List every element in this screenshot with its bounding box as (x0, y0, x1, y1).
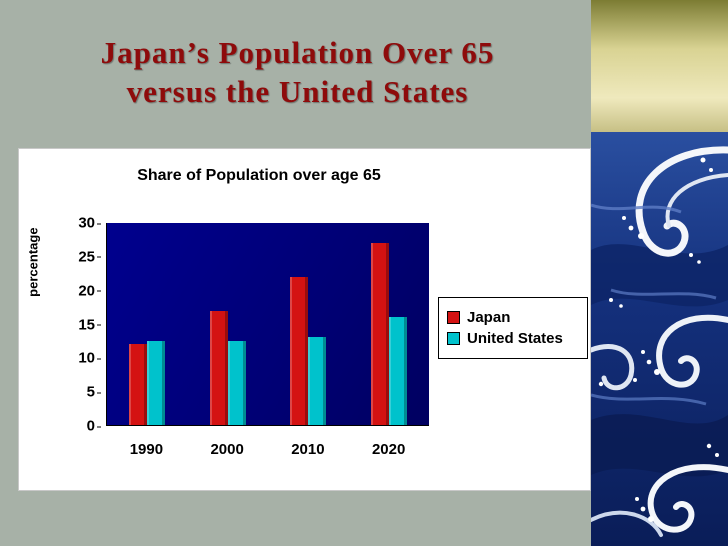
legend: Japan United States (438, 297, 588, 359)
legend-swatch-icon (447, 311, 460, 324)
legend-entry-japan: Japan (447, 309, 579, 326)
bar-japan-2000 (209, 310, 228, 425)
wave-artwork (591, 0, 728, 546)
chart-title: Share of Population over age 65 (137, 167, 381, 184)
chart: Share of Population over age 65 percenta… (18, 148, 591, 491)
legend-swatch-icon (447, 332, 460, 345)
y-tick-25: 25 (78, 248, 101, 266)
bar-group-2000 (209, 223, 246, 425)
title-line-2: versus the United States (126, 73, 469, 109)
legend-entry-united-states: United States (447, 330, 579, 347)
legend-label: United States (467, 330, 563, 347)
y-axis-label: percentage (25, 227, 41, 297)
bar-japan-1990 (129, 344, 148, 425)
title-line-1: Japan’s Population Over 65 (100, 35, 495, 70)
x-tick-2020: 2020 (371, 441, 406, 458)
x-tick-1990: 1990 (129, 441, 164, 458)
x-tick-2000: 2000 (210, 441, 244, 458)
x-tick-2010: 2010 (291, 441, 325, 458)
y-tick-5: 5 (86, 383, 102, 401)
page-title: Japan’s Population Over 65 versus the Un… (10, 34, 585, 112)
bar-group-1990 (129, 223, 166, 425)
bar-japan-2020 (370, 243, 389, 425)
bar-group-2010 (290, 223, 327, 425)
bar-united-states-2020 (388, 317, 407, 425)
bar-united-states-2000 (227, 340, 246, 425)
legend-label: Japan (467, 309, 511, 326)
y-tick-20: 20 (78, 282, 101, 300)
y-tick-0: 0 (86, 417, 102, 435)
y-tick-15: 15 (78, 316, 101, 333)
bar-united-states-1990 (147, 340, 166, 425)
bar-japan-2010 (290, 276, 309, 425)
y-tick-30: 30 (78, 214, 101, 232)
plot-area (106, 223, 429, 426)
y-axis-ticks: 0 5 10 15 20 25 30 (65, 216, 102, 434)
wave-artwork-svg (591, 0, 728, 546)
y-tick-10: 10 (78, 349, 101, 367)
bar-group-2020 (370, 223, 407, 425)
x-axis-ticks: 1990 2000 2010 2020 (106, 441, 429, 458)
bar-united-states-2010 (308, 337, 327, 425)
